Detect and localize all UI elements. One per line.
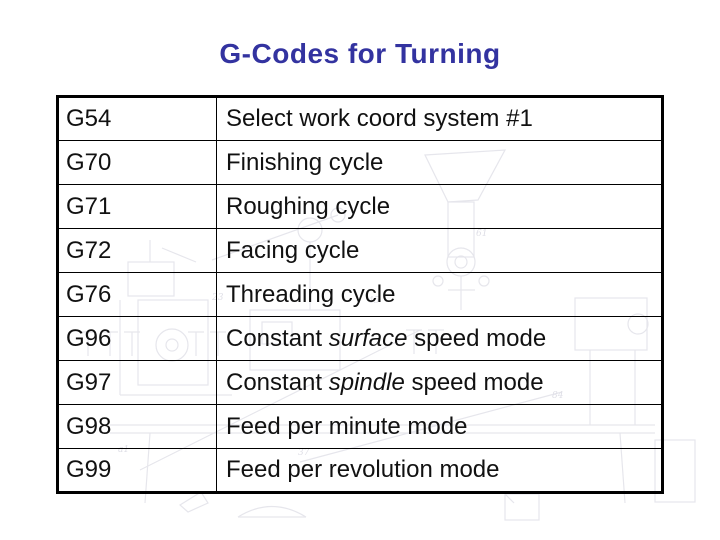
table-row: G54 Select work coord system #1 bbox=[57, 96, 663, 141]
description-text: Constant bbox=[226, 324, 329, 352]
description-italic-text: spindle bbox=[328, 368, 405, 396]
description-text: Feed per minute mode bbox=[226, 412, 468, 440]
table-row: G76 Threading cycle bbox=[57, 272, 663, 317]
table-row: G98 Feed per minute mode bbox=[57, 404, 663, 449]
description-italic-text: surface bbox=[328, 324, 408, 352]
description-cell: Finishing cycle bbox=[216, 140, 663, 185]
description-text: speed mode bbox=[407, 324, 547, 352]
table-row: G97 Constant spindle speed mode bbox=[57, 360, 663, 405]
gcode-cell: G72 bbox=[57, 228, 217, 273]
gcode-cell: G70 bbox=[57, 140, 217, 185]
gcode-table-body: G54 Select work coord system #1 G70 Fini… bbox=[57, 96, 663, 493]
page-title: G-Codes for Turning bbox=[219, 38, 501, 69]
description-text: Threading cycle bbox=[226, 280, 396, 308]
table-row: G72 Facing cycle bbox=[57, 228, 663, 273]
gcode-cell: G97 bbox=[57, 360, 217, 405]
description-cell: Feed per minute mode bbox=[216, 404, 663, 449]
gcode-cell: G96 bbox=[57, 316, 217, 361]
gcode-cell: G71 bbox=[57, 184, 217, 229]
table-row: G71 Roughing cycle bbox=[57, 184, 663, 229]
gcode-cell: G98 bbox=[57, 404, 217, 449]
description-cell: Select work coord system #1 bbox=[216, 96, 663, 141]
description-cell: Constant spindle speed mode bbox=[216, 360, 663, 405]
description-text: Feed per revolution mode bbox=[226, 456, 500, 483]
gcode-cell: G54 bbox=[57, 96, 217, 141]
description-cell: Constant surface speed mode bbox=[216, 316, 663, 361]
table-row: G96 Constant surface speed mode bbox=[57, 316, 663, 361]
description-cell: Feed per revolution mode bbox=[216, 448, 663, 493]
gcode-table: G54 Select work coord system #1 G70 Fini… bbox=[56, 95, 664, 494]
table-row: G99 Feed per revolution mode bbox=[57, 448, 663, 493]
description-text: Roughing cycle bbox=[226, 192, 391, 220]
description-text: speed mode bbox=[404, 368, 544, 396]
description-text: Select work coord system #1 bbox=[226, 105, 533, 132]
description-text: Constant bbox=[226, 368, 329, 396]
table-row: G70 Finishing cycle bbox=[57, 140, 663, 185]
description-text: Facing cycle bbox=[226, 236, 360, 264]
gcode-cell: G99 bbox=[57, 448, 217, 493]
description-cell: Facing cycle bbox=[216, 228, 663, 273]
description-cell: Roughing cycle bbox=[216, 184, 663, 229]
gcode-cell: G76 bbox=[57, 272, 217, 317]
description-text: Finishing cycle bbox=[226, 148, 384, 176]
description-cell: Threading cycle bbox=[216, 272, 663, 317]
